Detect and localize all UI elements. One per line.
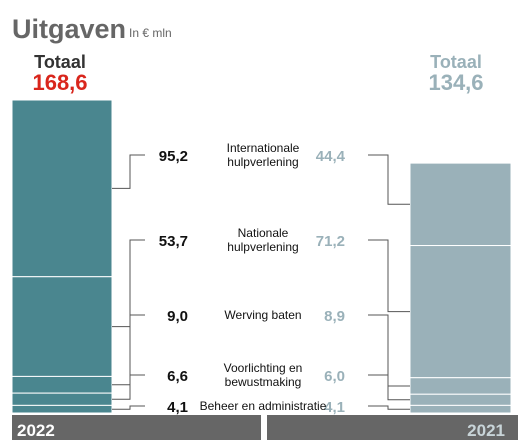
total-value-2022: 168,6 xyxy=(32,70,87,95)
footer-band-2022 xyxy=(12,415,261,440)
connector-2022-5 xyxy=(112,405,145,410)
bar-segment-2021-1 xyxy=(409,162,512,247)
bar-segment-2022-1 xyxy=(11,99,113,278)
year-label-2021: 2021 xyxy=(467,421,505,440)
total-label-2021: Totaal xyxy=(430,52,482,72)
connector-2022-3 xyxy=(112,314,145,386)
connector-2021-2 xyxy=(368,239,410,313)
bar-segment-2021-4 xyxy=(409,393,512,406)
category-label-3-line-1: Werving baten xyxy=(224,308,301,322)
footer-band-2021 xyxy=(267,415,518,440)
category-label-4-line-1: Voorlichting en xyxy=(224,361,303,375)
connector-2021-3 xyxy=(368,314,410,387)
value-2021-5: 4,1 xyxy=(324,399,345,416)
category-label-1-line-1: Internationale xyxy=(227,141,300,155)
category-label-5-line-1: Beheer en administratie xyxy=(200,399,327,413)
value-2021-3: 8,9 xyxy=(324,308,345,325)
connector-2021-1 xyxy=(368,154,410,205)
unit-label: In € mln xyxy=(129,26,172,40)
connector-2022-4 xyxy=(112,374,145,400)
bar-segment-2022-2 xyxy=(11,276,113,377)
bar-segment-2022-5 xyxy=(11,404,113,414)
category-label-2-line-1: Nationale xyxy=(238,226,289,240)
value-2022-4: 6,6 xyxy=(167,368,188,385)
connector-2022-2 xyxy=(112,239,145,328)
connector-2022-1 xyxy=(112,154,145,189)
category-label-4-line-2: bewustmaking xyxy=(225,375,302,389)
connector-2021-4 xyxy=(368,374,410,401)
bar-segment-2021-2 xyxy=(409,245,512,379)
chart-title: Uitgaven xyxy=(12,14,126,44)
connector-2021-5 xyxy=(368,405,410,410)
year-label-2022: 2022 xyxy=(17,421,55,440)
value-2022-1: 95,2 xyxy=(159,148,188,165)
value-2022-2: 53,7 xyxy=(159,233,188,250)
value-2021-1: 44,4 xyxy=(316,148,346,165)
category-label-2-line-2: hulpverlening xyxy=(227,240,298,254)
bar-segment-2021-5 xyxy=(409,404,512,414)
bars xyxy=(11,99,512,414)
bar-segment-2021-3 xyxy=(409,377,512,395)
connector-lines xyxy=(112,154,410,410)
total-value-2021: 134,6 xyxy=(428,70,483,95)
value-2021-2: 71,2 xyxy=(316,233,345,250)
total-label-2022: Totaal xyxy=(34,52,86,72)
value-2021-4: 6,0 xyxy=(324,368,345,385)
value-2022-5: 4,1 xyxy=(167,399,188,416)
bar-segment-2022-3 xyxy=(11,375,113,394)
value-2022-3: 9,0 xyxy=(167,308,188,325)
bar-segment-2022-4 xyxy=(11,392,113,406)
category-label-1-line-2: hulpverlening xyxy=(227,155,298,169)
